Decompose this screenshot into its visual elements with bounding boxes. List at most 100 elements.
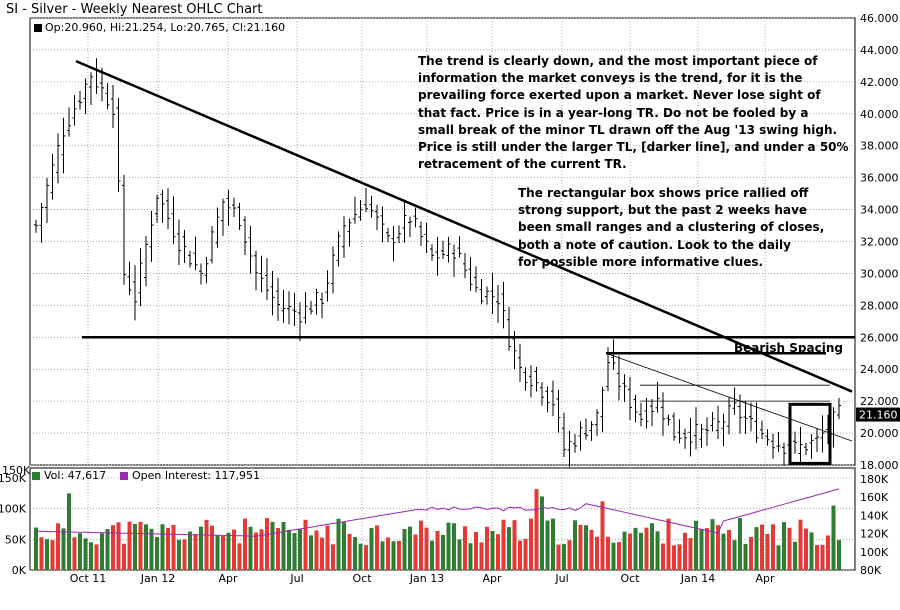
volume-bar [193, 534, 198, 570]
annotation-line: that fact. Price is in a year-long TR. D… [418, 105, 809, 120]
oi-swatch [120, 472, 128, 480]
volume-bar [375, 525, 379, 570]
volume-bar [611, 542, 616, 570]
x-tick-label: Jan 14 [680, 572, 715, 585]
volume-bar [666, 518, 671, 570]
volume-bar [248, 526, 253, 570]
volume-bar [578, 524, 583, 570]
volume-bar [672, 545, 676, 570]
volume-bar [435, 531, 440, 570]
annotation-line: small break of the minor TL drawn off th… [418, 122, 838, 137]
volume-bar [177, 539, 181, 570]
volume-bar [100, 533, 104, 570]
volume-bar [83, 538, 88, 570]
volume-bar [265, 518, 269, 570]
volume-bar [270, 521, 275, 570]
y-tick-label: 42.000 [860, 76, 899, 89]
volume-bar [826, 535, 830, 570]
annotation-line: information the market conveys is the tr… [418, 71, 803, 86]
volume-bar [303, 519, 308, 570]
volume-bar [281, 521, 286, 570]
volume-bar [78, 533, 82, 570]
volume-bar [430, 540, 434, 570]
y-tick-label: 36.000 [860, 172, 899, 185]
oi-legend: Open Interest: 117,951 [120, 469, 260, 482]
volume-bar [210, 525, 214, 570]
volume-bar [215, 535, 220, 570]
volume-bar [710, 519, 715, 570]
volume-bar [369, 527, 374, 570]
volume-bar [738, 518, 742, 570]
volume-bar [138, 521, 143, 570]
x-tick-label: Apr [482, 572, 502, 585]
x-tick-label: Jul [554, 572, 568, 585]
volume-bar [160, 524, 165, 570]
annotation-line: prevailing force exerted upon a market. … [418, 88, 821, 103]
annotation-line: strong support, but the past 2 weeks hav… [518, 203, 808, 218]
oi-legend-label: Open Interest: 117,951 [132, 469, 260, 482]
volume-bar [617, 542, 621, 570]
volume-bar [496, 534, 500, 570]
chart-title: SI - Silver - Weekly Nearest OHLC Chart [6, 2, 263, 17]
volume-bar [61, 528, 66, 570]
volume-bar [688, 538, 693, 570]
volume-bar [144, 524, 148, 570]
volume-bar [694, 520, 698, 570]
vol-left-tick: 150K [0, 472, 27, 485]
volume-bar [551, 518, 555, 570]
annotation-line: Price is still under the larger TL, [dar… [418, 140, 849, 155]
volume-legend-label: Vol: 47,617 [44, 469, 107, 482]
y-tick-label: 38.000 [860, 140, 899, 153]
y-tick-label: 44.000 [860, 44, 899, 57]
volume-bar [116, 522, 121, 570]
y-tick-label: 46.000 [860, 12, 899, 25]
volume-bar [639, 532, 643, 570]
volume-bar [518, 540, 522, 570]
volume-bar [534, 489, 539, 570]
x-tick-label: Oct 11 [70, 572, 107, 585]
annotation-note-box: The rectangular box shows price rallied … [518, 185, 824, 271]
vol-right-tick: 100K [860, 546, 889, 559]
y-tick-label: 22.000 [860, 395, 899, 408]
volume-bar [298, 529, 302, 570]
open-interest-line [35, 488, 840, 537]
volume-bar [408, 526, 412, 570]
bearish-spacing-label: Bearish Spacing [734, 341, 843, 355]
volume-bar [221, 536, 225, 570]
volume-bar [661, 543, 665, 570]
volume-bar [809, 532, 814, 570]
volume-bar [754, 527, 759, 570]
volume-bar [501, 519, 506, 570]
volume-bar [523, 538, 528, 570]
volume-bar [380, 541, 385, 570]
ohlc-readout: Op:20.960, Hi:21.254, Lo:20.765, Cl:21.1… [45, 21, 286, 34]
volume-swatch [32, 472, 40, 480]
volume-bar [650, 523, 654, 570]
volume-bar [424, 527, 429, 570]
volume-bar [336, 518, 341, 570]
volume-bar [776, 545, 781, 570]
volume-bar [254, 532, 258, 570]
volume-bar [705, 528, 709, 570]
volume-bar [56, 523, 60, 570]
volume-bar [342, 522, 346, 570]
volume-bar [633, 527, 638, 570]
volume-bar [655, 531, 660, 570]
volume-bar [364, 545, 368, 570]
annotation-line: for possible more informative clues. [518, 254, 764, 269]
volume-bar [314, 530, 319, 570]
vol-top-label: 150K [2, 464, 31, 477]
volume-bar [39, 537, 44, 570]
annotation-line: The trend is clearly down, and the most … [418, 54, 818, 68]
volume-bar [331, 544, 335, 570]
volume-bar [237, 543, 242, 570]
volume-bar [133, 523, 137, 570]
highlight-box [788, 402, 832, 465]
volume-bar [628, 533, 632, 570]
volume-bar [386, 537, 390, 570]
volume-bar [204, 519, 209, 570]
x-tick-label: Jan 12 [140, 572, 175, 585]
volume-bar [699, 528, 704, 570]
volume-bar [419, 520, 423, 570]
volume-bar [325, 525, 330, 570]
